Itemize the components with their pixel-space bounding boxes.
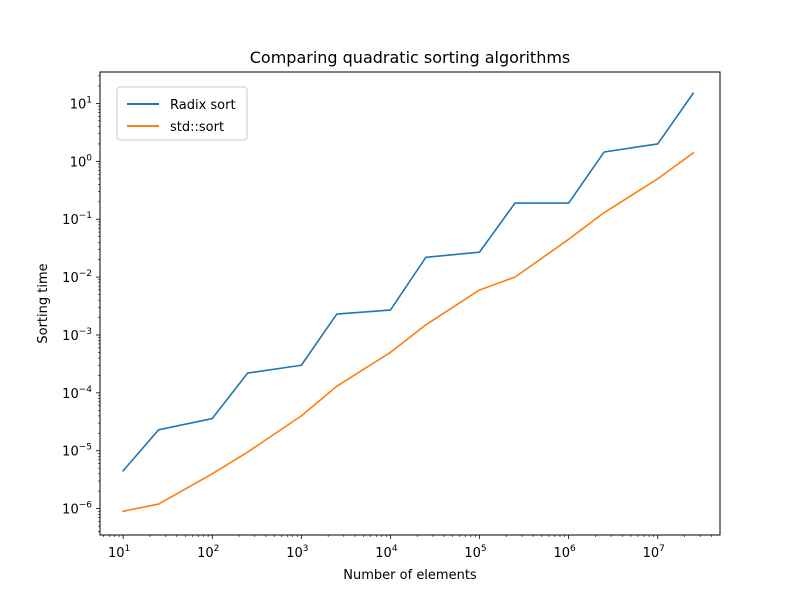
- legend-label-radix: Radix sort: [170, 98, 236, 113]
- legend: Radix sort std::sort: [116, 86, 248, 141]
- y-tick-label: 10−6: [62, 501, 92, 518]
- y-tick-label-base: 10: [70, 97, 87, 112]
- x-tick-label: 102: [197, 544, 219, 561]
- plot-lines: [122, 92, 695, 513]
- y-tick-label-base: 10: [62, 503, 79, 518]
- x-tick-label-exponent: 5: [481, 544, 487, 554]
- y-tick-label-base: 10: [62, 213, 79, 228]
- y-tick-label: 100: [70, 153, 93, 170]
- x-tick-label-exponent: 2: [214, 544, 220, 554]
- x-tick-label: 104: [375, 544, 398, 561]
- x-tick-label: 106: [553, 544, 576, 561]
- y-tick-label: 10−2: [62, 269, 92, 286]
- x-tick-label: 103: [286, 544, 308, 561]
- y-tick-label-base: 10: [62, 271, 79, 286]
- x-tick-label-base: 10: [286, 546, 303, 561]
- series-line-radix-sort: [122, 92, 695, 472]
- x-tick-label-exponent: 7: [659, 544, 665, 554]
- y-tick-label-exponent: −5: [79, 443, 92, 453]
- y-tick-label-base: 10: [62, 387, 79, 402]
- x-tick-label-exponent: 1: [125, 544, 131, 554]
- x-axis-label: Number of elements: [343, 568, 477, 583]
- x-tick-label-exponent: 6: [570, 544, 576, 554]
- x-tick-label-base: 10: [643, 546, 660, 561]
- y-axis-label: Sorting time: [36, 263, 51, 343]
- y-tick-label: 10−5: [62, 443, 92, 460]
- x-tick-label: 105: [464, 544, 486, 561]
- x-tick-label-base: 10: [553, 546, 570, 561]
- y-tick-label-exponent: −1: [79, 211, 92, 221]
- y-tick-label-base: 10: [62, 329, 79, 344]
- x-tick-label-base: 10: [464, 546, 481, 561]
- x-axis-ticks: 101 102 103 104 105 106 107: [103, 535, 712, 561]
- y-tick-label: 101: [70, 95, 92, 112]
- x-tick-label-base: 10: [375, 546, 392, 561]
- plot-frame: [99, 71, 721, 536]
- x-tick-label: 101: [108, 544, 130, 561]
- y-tick-label-base: 10: [62, 445, 79, 460]
- y-tick-label-exponent: −4: [79, 385, 93, 395]
- legend-label-std-sort: std::sort: [170, 120, 224, 135]
- x-tick-label-base: 10: [197, 546, 214, 561]
- y-tick-label-exponent: 0: [86, 153, 92, 163]
- y-tick-label: 10−4: [62, 385, 92, 402]
- y-tick-label: 10−3: [62, 327, 92, 344]
- y-tick-label-exponent: −3: [79, 327, 92, 337]
- series-line-std-sort: [122, 151, 695, 513]
- x-tick-label-exponent: 4: [392, 544, 398, 554]
- chart-title: Comparing quadratic sorting algorithms: [250, 48, 571, 67]
- y-tick-label-base: 10: [70, 155, 87, 170]
- y-tick-label-exponent: 1: [86, 95, 92, 105]
- x-tick-label: 107: [643, 544, 665, 561]
- y-tick-label: 10−1: [62, 211, 92, 228]
- y-tick-label-exponent: −6: [79, 501, 93, 511]
- x-tick-label-base: 10: [108, 546, 125, 561]
- y-tick-label-exponent: −2: [79, 269, 92, 279]
- x-tick-label-exponent: 3: [303, 544, 309, 554]
